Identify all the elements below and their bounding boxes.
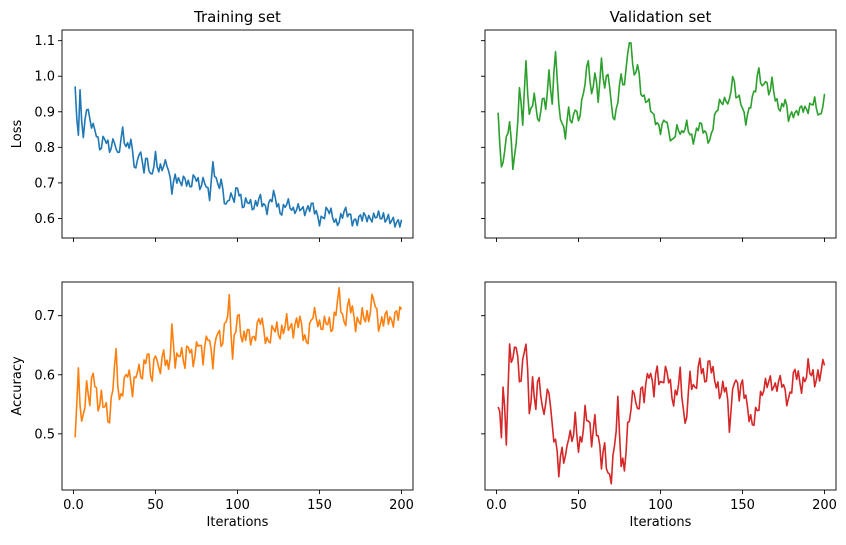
x-tick-label: 50 — [147, 498, 164, 513]
y-tick-label: 0.8 — [34, 141, 55, 156]
y-tick-label: 1.1 — [34, 34, 55, 49]
y-tick-label: 0.6 — [34, 368, 55, 383]
y-tick-label: 0.6 — [34, 212, 55, 227]
series-line — [497, 343, 826, 485]
x-tick-label: 150 — [730, 498, 755, 513]
subplot-2: Validation set — [481, 8, 837, 242]
series-line — [74, 86, 403, 228]
series-line — [497, 42, 826, 171]
series-line — [74, 287, 403, 438]
subplot-3: 0.0 50 100 150 200 0.5 0.6 0.7 Iterations Accurac… — [10, 281, 414, 530]
x-tick-label: 200 — [812, 498, 837, 513]
x-tick-label: 100 — [225, 498, 250, 513]
y-axis-label: Accuracy — [10, 356, 25, 416]
y-tick-label: 0.9 — [34, 105, 55, 120]
x-axis-label: Iterations — [207, 515, 269, 530]
x-tick-label: 150 — [307, 498, 332, 513]
x-tick-label: 0.0 — [63, 498, 84, 513]
axes-frame — [61, 29, 414, 239]
y-tick-label: 0.7 — [34, 176, 55, 191]
subplot-title: Validation set — [610, 8, 712, 26]
x-axis-label: Iterations — [630, 515, 692, 530]
x-tick-label: 0.0 — [486, 498, 507, 513]
y-tick-label: 1.0 — [34, 70, 55, 85]
x-tick-label: 200 — [389, 498, 414, 513]
subplot-4: 0.0 50 100 150 200 Iterations — [481, 281, 837, 530]
y-tick-label: 0.7 — [34, 309, 55, 324]
subplot-1: 0.6 0.7 0.8 0.9 1.0 1.1 Training set Loss — [10, 8, 414, 242]
subplot-title: Training set — [193, 8, 281, 26]
y-tick-label: 0.5 — [34, 427, 55, 442]
x-tick-label: 50 — [570, 498, 587, 513]
x-tick-label: 100 — [648, 498, 673, 513]
axes-frame — [61, 281, 414, 491]
y-axis-label: Loss — [10, 120, 25, 149]
